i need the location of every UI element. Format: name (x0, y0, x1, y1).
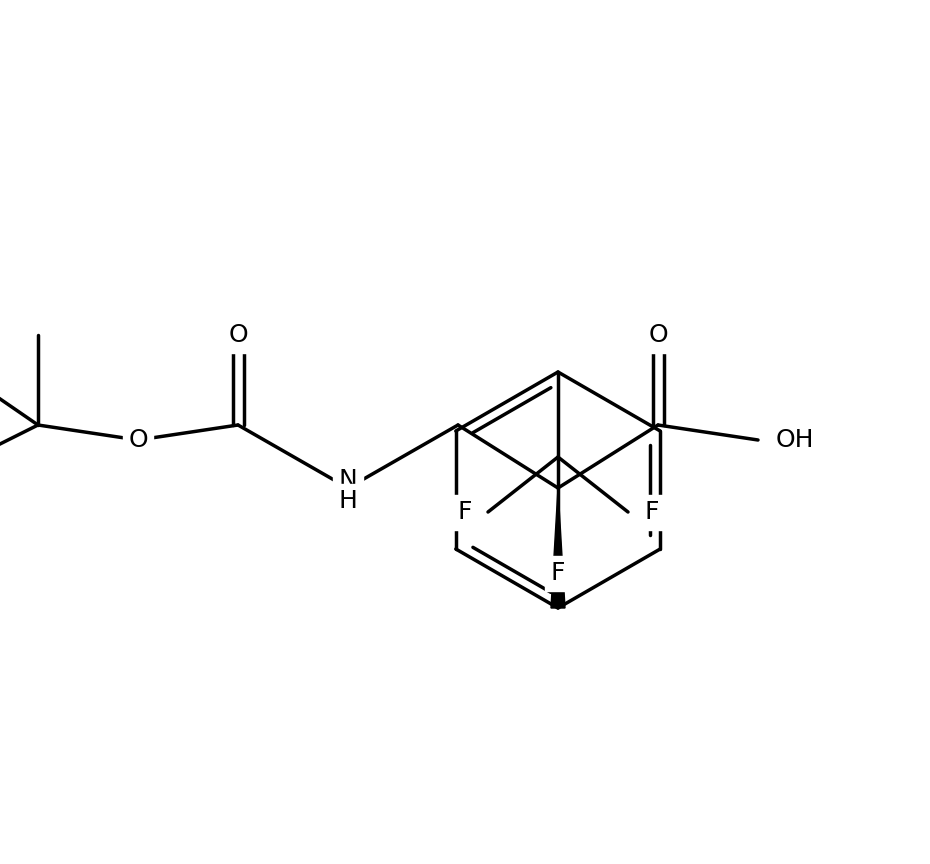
Text: O: O (228, 323, 247, 347)
Text: F: F (644, 500, 658, 524)
Text: O: O (128, 428, 148, 452)
Text: O: O (648, 323, 668, 347)
Text: H: H (339, 489, 357, 513)
Polygon shape (551, 488, 565, 608)
Text: F: F (551, 561, 565, 585)
Text: F: F (458, 500, 472, 524)
Text: OH: OH (776, 428, 815, 452)
Text: N: N (339, 468, 357, 492)
